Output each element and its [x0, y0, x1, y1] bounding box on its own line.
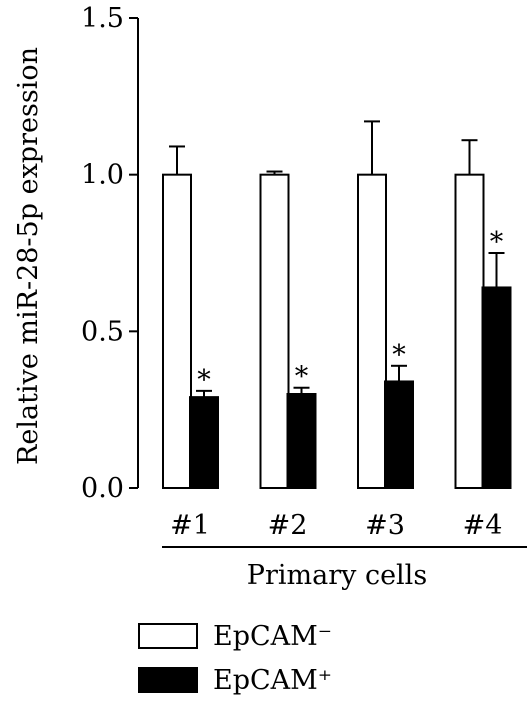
x-axis-title: Primary cells	[247, 560, 427, 591]
legend: EpCAM⁻ EpCAM⁺	[138, 621, 332, 696]
legend-swatch	[138, 667, 198, 693]
y-axis-title: Relative miR-28-5p expression	[13, 47, 44, 465]
bar-epcam-pos	[481, 286, 512, 490]
bar-epcam-pos	[286, 393, 317, 489]
bar-epcam-pos	[384, 380, 414, 490]
x-category-label: #2	[268, 510, 308, 541]
x-category-label: #1	[170, 510, 210, 541]
bar-epcam-neg	[259, 173, 290, 490]
bar-epcam-pos	[189, 396, 219, 489]
y-tick-label: 0.0	[81, 473, 124, 504]
significance-marker: *	[392, 340, 406, 371]
significance-marker: *	[197, 365, 211, 396]
x-category-label: #3	[365, 510, 405, 541]
y-tick-label: 1.5	[81, 3, 124, 34]
legend-swatch	[138, 623, 198, 649]
significance-marker: *	[490, 227, 504, 258]
y-tick-label: 0.5	[81, 316, 124, 347]
y-tick-label: 1.0	[81, 160, 124, 191]
legend-label: EpCAM⁻	[213, 621, 332, 652]
x-category-label: #4	[463, 510, 503, 541]
bar-epcam-neg	[454, 173, 485, 490]
legend-label: EpCAM⁺	[213, 665, 332, 696]
significance-marker: *	[295, 362, 309, 393]
bar-epcam-neg	[162, 173, 192, 490]
bar-epcam-neg	[357, 173, 387, 490]
plot-area: 0.0 0.5 1.0 1.5 * #1 * #2 * #3 * #4	[81, 3, 527, 548]
